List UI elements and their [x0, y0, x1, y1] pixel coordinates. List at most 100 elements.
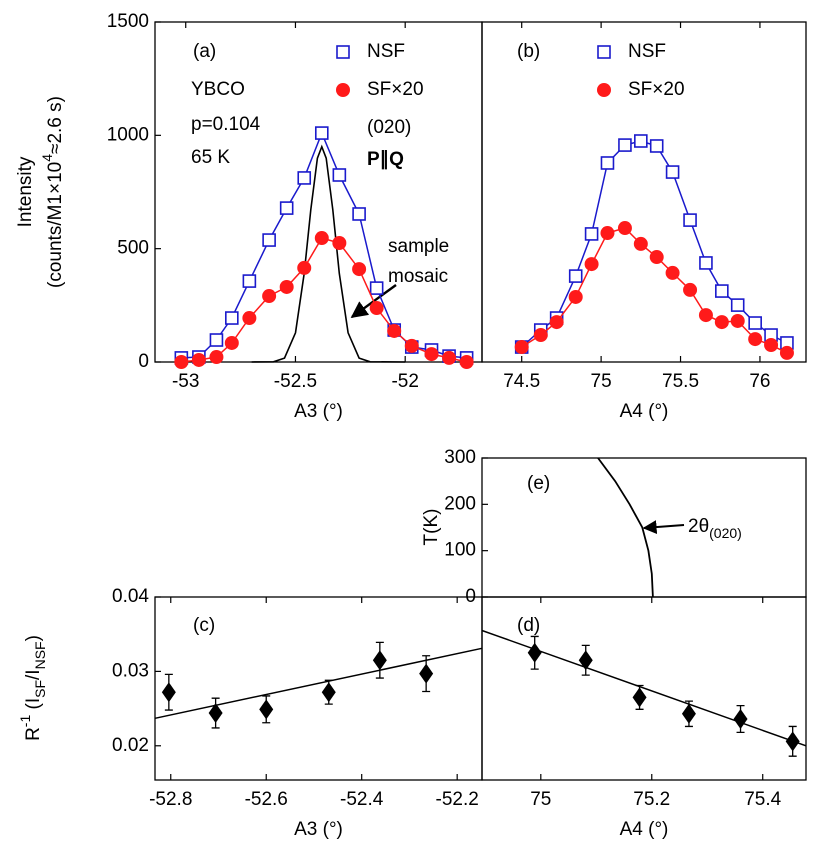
marker-circle: [314, 231, 329, 246]
annotation: 2θ(020): [688, 516, 742, 541]
marker-diamond: [259, 699, 274, 720]
marker-square: [597, 45, 611, 59]
marker-circle: [748, 332, 763, 347]
marker-diamond: [419, 663, 434, 684]
y-tick-label: 300: [444, 447, 476, 468]
x-tick-label: 75: [530, 789, 551, 810]
x-axis-label: A3 (°): [294, 401, 343, 422]
text-part: (020): [709, 525, 742, 541]
x-tick-label: -52.8: [149, 789, 192, 810]
text-part: ≈2.6 s): [45, 96, 66, 154]
marker-square: [665, 165, 680, 179]
marker-square: [730, 298, 745, 312]
marker-circle: [568, 289, 583, 304]
y-tick-label: 1500: [107, 11, 149, 32]
marker-square: [262, 233, 276, 247]
x-tick-label: 76: [749, 371, 770, 392]
marker-diamond: [681, 703, 696, 724]
marker-circle: [174, 355, 189, 369]
marker-circle: [533, 328, 548, 343]
plot-frame: [481, 21, 807, 363]
text-part: (I: [23, 698, 44, 715]
legend-label: SF×20: [367, 79, 424, 100]
marker-diamond: [785, 731, 800, 752]
text-part: SF: [32, 680, 48, 698]
x-axis-label: A4 (°): [620, 819, 669, 840]
legend-label: SF×20: [628, 79, 685, 100]
marker-circle: [459, 355, 474, 369]
text-part: -1: [17, 715, 33, 728]
marker-square: [297, 171, 312, 185]
marker-circle: [209, 350, 224, 365]
panel-label: (a): [193, 41, 216, 62]
panel-label: (d): [517, 615, 540, 636]
marker-square: [715, 284, 729, 298]
mosaic-curve: [251, 144, 406, 363]
marker-square: [600, 156, 615, 170]
marker-square: [314, 126, 329, 140]
marker-square: [209, 333, 224, 347]
marker-square: [352, 207, 366, 221]
marker-circle: [404, 338, 419, 353]
text-part: ): [23, 635, 44, 641]
annotation: YBCO: [191, 79, 245, 100]
temperature-curve: [597, 457, 654, 598]
text-part: NSF: [32, 641, 48, 669]
panel-label: (c): [193, 615, 215, 636]
x-tick-label: 74.5: [503, 371, 540, 392]
x-tick-label: 75.5: [662, 371, 699, 392]
marker-square: [748, 316, 762, 330]
x-tick-label: -52: [391, 371, 418, 392]
marker-square: [332, 168, 347, 182]
marker-circle: [597, 83, 611, 97]
text-part: R: [23, 727, 44, 741]
marker-square: [649, 139, 664, 153]
marker-square: [242, 274, 257, 288]
y-tick-label: 200: [444, 493, 476, 514]
marker-square: [369, 281, 384, 295]
marker-circle: [424, 347, 439, 362]
y-axis-label: (counts/M1×104≈2.6 s): [39, 96, 66, 288]
fit-line: [481, 629, 807, 747]
x-tick-label: -52.6: [245, 789, 288, 810]
marker-circle: [665, 265, 680, 280]
y-tick-label: 0: [138, 351, 149, 372]
text-part: 2θ: [688, 516, 709, 537]
x-axis-label: A4 (°): [620, 401, 669, 422]
marker-circle: [549, 315, 564, 330]
marker-square: [634, 134, 648, 148]
x-tick-label: 75.4: [744, 789, 781, 810]
marker-circle: [584, 257, 599, 272]
marker-circle: [336, 83, 350, 97]
text-part: Intensity: [15, 156, 36, 227]
x-tick-label: -53: [172, 371, 199, 392]
x-tick-label: 75.2: [633, 789, 670, 810]
panel-label: (e): [527, 473, 550, 494]
marker-diamond: [372, 650, 387, 671]
marker-square: [336, 45, 350, 59]
marker-circle: [442, 350, 457, 365]
marker-circle: [387, 323, 402, 338]
marker-circle: [191, 352, 206, 367]
y-tick-label: 500: [117, 238, 149, 259]
marker-circle: [617, 221, 632, 236]
marker-circle: [730, 313, 745, 328]
x-axis-label: A3 (°): [294, 819, 343, 840]
series-line: [521, 227, 788, 354]
marker-diamond: [578, 650, 593, 671]
annotation: mosaic: [388, 266, 448, 287]
fit-line: [154, 647, 483, 720]
marker-diamond: [208, 703, 223, 724]
marker-circle: [779, 345, 794, 360]
marker-circle: [242, 311, 257, 326]
marker-circle: [262, 289, 277, 304]
marker-diamond: [733, 709, 748, 729]
marker-diamond: [632, 687, 647, 708]
marker-square: [683, 213, 697, 227]
marker-square: [279, 201, 294, 215]
y-axis-label: Intensity: [15, 156, 36, 227]
marker-circle: [683, 282, 698, 297]
marker-diamond: [161, 682, 176, 703]
x-tick-label: -52.5: [274, 371, 317, 392]
